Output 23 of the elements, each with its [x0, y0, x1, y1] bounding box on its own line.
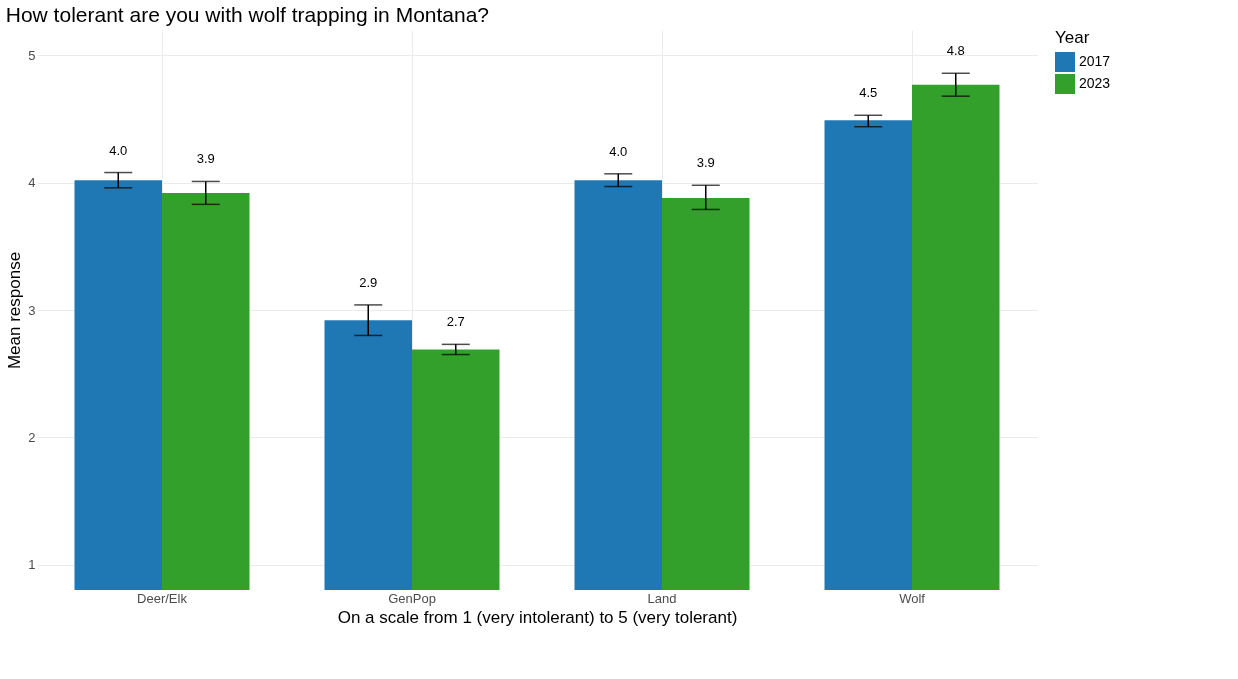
- data-label: 3.9: [696, 155, 715, 171]
- x-tick-label: GenPop: [388, 590, 436, 606]
- data-label: 4.5: [859, 85, 878, 101]
- y-tick-label: 5: [28, 47, 36, 63]
- data-label: 2.7: [446, 314, 465, 330]
- y-tick-label: 1: [28, 557, 36, 573]
- y-axis-title: Mean response: [5, 251, 25, 370]
- y-tick-label: 4: [28, 175, 36, 191]
- legend-title: Year: [1055, 28, 1090, 47]
- data-label: 3.9: [196, 151, 215, 167]
- data-label: 4.0: [109, 142, 128, 158]
- legend-label: 2017: [1079, 53, 1111, 69]
- x-tick-label: Wolf: [899, 590, 926, 606]
- y-tick-label: 2: [28, 429, 36, 445]
- y-tick-label: 3: [28, 302, 36, 318]
- data-label: 2.9: [359, 274, 378, 290]
- data-label: 4.8: [946, 43, 965, 59]
- x-tick-label: Deer/Elk: [137, 590, 188, 606]
- x-tick-label: Land: [647, 590, 677, 606]
- chart-title: How tolerant are you with wolf trapping in Montana?: [5, 3, 490, 26]
- x-axis-title: On a scale from 1 (very intolerant) to 5 (very tolerant): [337, 607, 738, 627]
- legend-label: 2023: [1079, 75, 1111, 91]
- data-label: 4.0: [609, 143, 628, 159]
